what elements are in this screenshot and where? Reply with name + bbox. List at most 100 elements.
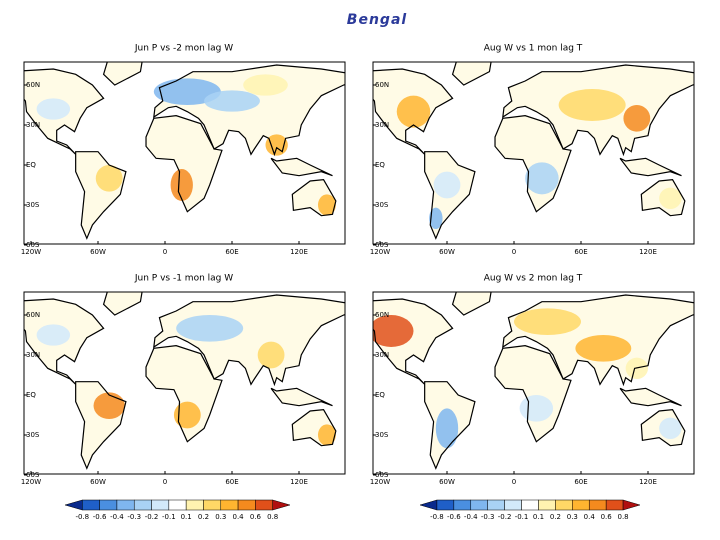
lat-label: 60N <box>375 311 389 319</box>
colorbar-segment <box>99 499 118 511</box>
lat-label: 60S <box>26 241 40 249</box>
colorbar-segment <box>521 499 539 511</box>
lon-label: 0 <box>512 478 516 486</box>
coastline <box>619 387 682 407</box>
lon-label: 0 <box>163 248 167 256</box>
anomaly <box>93 392 125 419</box>
land <box>103 62 143 85</box>
map <box>24 292 345 474</box>
land <box>620 158 682 176</box>
coastline <box>75 151 127 240</box>
colorbar-label: -0.3 <box>481 513 495 521</box>
colorbar-end <box>272 499 291 511</box>
colorbar-segment <box>220 499 239 511</box>
anomaly <box>435 408 459 449</box>
colorbar-segment <box>237 499 256 511</box>
colorbar-end <box>622 499 641 511</box>
coastline <box>619 157 682 177</box>
colorbar-segment <box>504 499 522 511</box>
coastline <box>494 345 572 443</box>
lat-label: 60S <box>26 471 40 479</box>
land <box>452 62 492 85</box>
colorbar-label: -0.2 <box>498 513 512 521</box>
coastline <box>424 381 476 470</box>
land <box>271 388 333 406</box>
colorbar-segment <box>436 499 455 511</box>
colorbar-label: -0.4 <box>464 513 478 521</box>
colorbar-label: 0.1 <box>533 513 544 521</box>
lat-label: 60N <box>26 81 40 89</box>
colorbar-label: 0.6 <box>250 513 262 521</box>
anomaly <box>433 171 461 199</box>
anomaly <box>659 187 682 209</box>
colorbar-label: -0.1 <box>515 513 529 521</box>
anomaly <box>243 74 288 96</box>
lon-label: 60E <box>574 248 587 256</box>
lat-label: 60S <box>375 471 389 479</box>
colorbar-label: 0.8 <box>267 513 278 521</box>
land <box>452 292 492 315</box>
coastline <box>24 68 105 155</box>
coastline <box>640 409 686 447</box>
lon-label: 60W <box>90 248 106 256</box>
lat-label: EQ <box>26 161 36 169</box>
colorbar-segment <box>82 499 100 511</box>
coastline <box>270 157 333 177</box>
anomaly <box>317 424 336 446</box>
coastline <box>75 381 127 470</box>
lon-label: 60W <box>439 478 455 486</box>
coastline <box>502 64 694 157</box>
lat-label: 30N <box>375 121 389 129</box>
colorbar-end <box>64 499 83 511</box>
colorbar-segment <box>453 499 472 511</box>
lon-label: 120W <box>21 248 41 256</box>
map <box>373 292 694 474</box>
coastline <box>145 345 223 443</box>
coastline <box>153 64 345 157</box>
lon-label: 120W <box>21 478 41 486</box>
coastline <box>494 115 572 213</box>
lon-label: 60E <box>225 478 238 486</box>
coastline <box>502 294 694 387</box>
colorbar-label: -0.2 <box>145 513 159 521</box>
colorbar-segment <box>255 499 273 511</box>
colorbar-label: 0.4 <box>233 513 245 521</box>
lon-label: 120W <box>370 248 390 256</box>
anomaly <box>36 324 71 346</box>
land <box>620 388 682 406</box>
anomaly <box>373 315 414 347</box>
colorbar-segment <box>133 499 152 511</box>
colorbar-segment <box>555 499 573 511</box>
coastline <box>24 298 105 385</box>
coastline <box>270 387 333 407</box>
anomaly <box>36 98 71 120</box>
coastline <box>424 151 476 240</box>
anomaly <box>170 169 193 201</box>
land <box>146 115 222 212</box>
lon-label: 120E <box>639 478 657 486</box>
coastline <box>102 292 143 316</box>
lon-label: 120E <box>290 248 308 256</box>
panel-title: Aug W vs 2 mon lag T <box>484 274 583 284</box>
colorbar-segment <box>185 499 204 511</box>
lat-label: EQ <box>375 391 385 399</box>
colorbar-label: -0.8 <box>75 513 89 521</box>
lon-label: 120E <box>290 478 308 486</box>
colorbar-label: 0.3 <box>215 513 226 521</box>
anomaly <box>257 341 285 369</box>
colorbar-segment <box>538 499 556 511</box>
panel-title: Jun P vs -1 mon lag W <box>134 274 233 284</box>
lat-label: 30S <box>375 201 389 209</box>
lat-label: EQ <box>26 391 36 399</box>
coastline <box>145 115 223 213</box>
anomaly <box>95 165 123 192</box>
map-frame <box>23 61 346 245</box>
anomaly <box>623 105 651 132</box>
colorbar-segment <box>487 499 505 511</box>
colorbar-segment <box>605 499 624 511</box>
lat-label: 30S <box>375 431 389 439</box>
anomaly <box>173 401 201 429</box>
lon-label: 0 <box>512 248 516 256</box>
lon-label: 120W <box>370 478 390 486</box>
